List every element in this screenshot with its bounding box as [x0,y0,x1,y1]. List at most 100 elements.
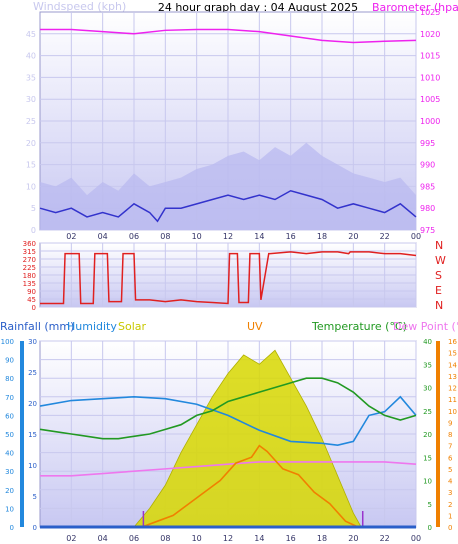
temperature-tick-label: 5 [428,501,432,509]
x-tick-label: 22 [380,534,390,543]
x-tick-label: 06 [129,232,139,241]
x-tick-label: 12 [223,232,233,241]
direction-tick-label: 45 [27,296,36,304]
temperature-tick-label: 40 [423,338,432,346]
x-tick-label: 18 [317,534,327,543]
legend-humidity: Humidity [67,320,117,333]
windspeed-tick-label: 30 [26,95,36,104]
x-tick-label: 14 [254,232,264,241]
uv-tick-label: 15 [448,350,457,358]
direction-tick-label: 135 [23,280,36,288]
x-tick-label: 20 [348,232,358,241]
series-humidity [39,395,417,446]
compass-label: E [435,284,442,297]
uv-tick-label: 16 [448,338,457,346]
temperature-tick-label: 35 [423,361,432,369]
x-tick-label: 00 [411,232,421,241]
compass-label: W [435,254,446,267]
uv-tick-label: 0 [448,524,452,532]
humidity-tick-label: 50 [5,431,14,439]
series-uv [141,444,359,528]
barometer-tick-label: 975 [420,226,435,235]
legend-solar: Solar [118,320,147,333]
x-tick-label: 14 [254,534,264,543]
x-tick-label: 04 [98,232,108,241]
x-tick-label: 18 [317,232,327,241]
barometer-tick-label: 1015 [420,52,440,61]
direction-tick-label: 180 [23,272,36,280]
temperature-tick-label: 30 [423,385,432,393]
uv-tick-label: 7 [448,443,452,451]
uv-tick-label: 8 [448,431,452,439]
barometer-tick-label: 990 [420,161,435,170]
uv-tick-label: 5 [448,466,452,474]
legend-temperature: Temperature (°C) [311,320,407,333]
barometer-axis-label: Barometer (hpa) [372,1,458,14]
windspeed-tick-label: 10 [26,182,36,191]
barometer-tick-label: 1025 [420,8,440,17]
series-wind-direction [40,251,417,305]
humidity-tick-label: 30 [5,468,14,476]
uv-tick-label: 13 [448,373,457,381]
humidity-axis-bar [20,341,24,527]
barometer-tick-label: 1000 [420,117,440,126]
x-tick-label: 16 [286,232,296,241]
compass-label: S [435,269,442,282]
windspeed-tick-label: 5 [31,204,36,213]
x-tick-label: 10 [192,232,202,241]
x-tick-label: 04 [98,534,108,543]
temperature-tick-label: 0 [428,524,432,532]
humidity-tick-label: 0 [10,524,14,532]
x-tick-label: 08 [160,534,170,543]
rainfall-tick-label: 25 [28,369,37,377]
uv-tick-label: 10 [448,408,457,416]
uv-tick-label: 1 [448,512,452,520]
rainfall-tick-label: 30 [28,338,37,346]
x-tick-label: 02 [66,534,76,543]
temperature-tick-label: 25 [423,408,432,416]
legend-dewpoint: Dew Point (°C) [393,320,458,333]
conditions-panel: Rainfall (mm) Humidity Solar UV Temperat… [0,320,458,543]
barometer-tick-label: 985 [420,182,435,191]
humidity-tick-label: 60 [5,412,14,420]
legend-rainfall: Rainfall (mm) [0,320,74,333]
humidity-tick-label: 40 [5,450,14,458]
x-tick-label: 16 [286,534,296,543]
uv-tick-label: 3 [448,489,452,497]
windspeed-tick-label: 15 [26,161,36,170]
series-solar [133,349,362,528]
series-wind-gust [40,142,416,230]
compass-label: N [435,239,443,252]
uv-tick-label: 4 [448,478,453,486]
x-tick-label: 08 [160,232,170,241]
barometer-tick-label: 1020 [420,30,440,39]
barometer-tick-label: 1010 [420,73,440,82]
x-tick-label: 12 [223,534,233,543]
series-dewpoint [40,461,417,477]
windspeed-tick-label: 25 [26,117,36,126]
uv-tick-label: 6 [448,454,453,462]
wind-barometer-panel: Windspeed (kph) Barometer (hpa) 05101520… [26,0,458,241]
x-tick-label: 00 [411,534,421,543]
humidity-tick-label: 100 [1,338,14,346]
rainfall-tick-label: 0 [33,524,37,532]
direction-tick-label: 315 [23,248,36,256]
direction-tick-label: 270 [23,256,36,264]
uv-tick-label: 11 [448,396,457,404]
rainfall-tick-label: 15 [28,431,37,439]
x-tick-label: 10 [192,534,202,543]
windspeed-tick-label: 45 [26,30,36,39]
temperature-tick-label: 10 [423,478,432,486]
windspeed-tick-label: 20 [26,139,36,148]
barometer-tick-label: 995 [420,139,435,148]
x-tick-label: 20 [348,534,358,543]
windspeed-axis-label: Windspeed (kph) [33,0,126,13]
humidity-tick-label: 90 [5,357,14,365]
windspeed-tick-label: 35 [26,73,36,82]
uv-tick-label: 2 [448,501,452,509]
uv-tick-label: 9 [448,419,452,427]
series-barometer [40,28,417,44]
legend-uv: UV [247,320,263,333]
direction-tick-label: 90 [27,288,36,296]
rainfall-tick-label: 20 [28,400,37,408]
